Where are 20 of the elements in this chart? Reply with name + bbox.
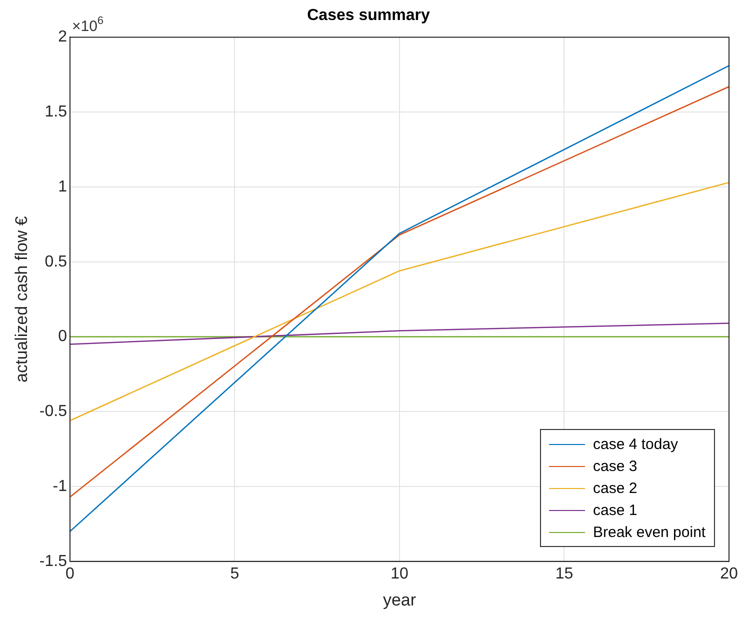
x-tick-label: 15 (555, 565, 574, 582)
x-tick-label: 5 (230, 565, 240, 582)
x-tick-label: 10 (390, 565, 408, 582)
x-axis-title: year (382, 590, 416, 610)
y-tick-label: 2 (58, 28, 68, 46)
y-tick-label: 0.5 (44, 253, 68, 270)
y-tick-label: -1 (52, 478, 68, 495)
chart-title: Cases summary (307, 7, 430, 24)
legend-label: case 3 (593, 458, 638, 475)
y-tick-label: -1.5 (39, 552, 68, 570)
y-tick-label: 1 (58, 178, 68, 196)
y-tick-label: 1.5 (44, 103, 68, 120)
y-axis-title: actualized cash flow € (12, 216, 31, 382)
x-tick-label: 20 (720, 565, 738, 582)
legend-label: Break even point (593, 524, 706, 541)
legend-label: case 1 (593, 502, 638, 519)
legend-label: case 2 (593, 480, 638, 497)
legend-label: case 4 today (593, 436, 678, 453)
y-tick-label: 0 (58, 328, 68, 346)
y-tick-label: -0.5 (39, 403, 68, 420)
